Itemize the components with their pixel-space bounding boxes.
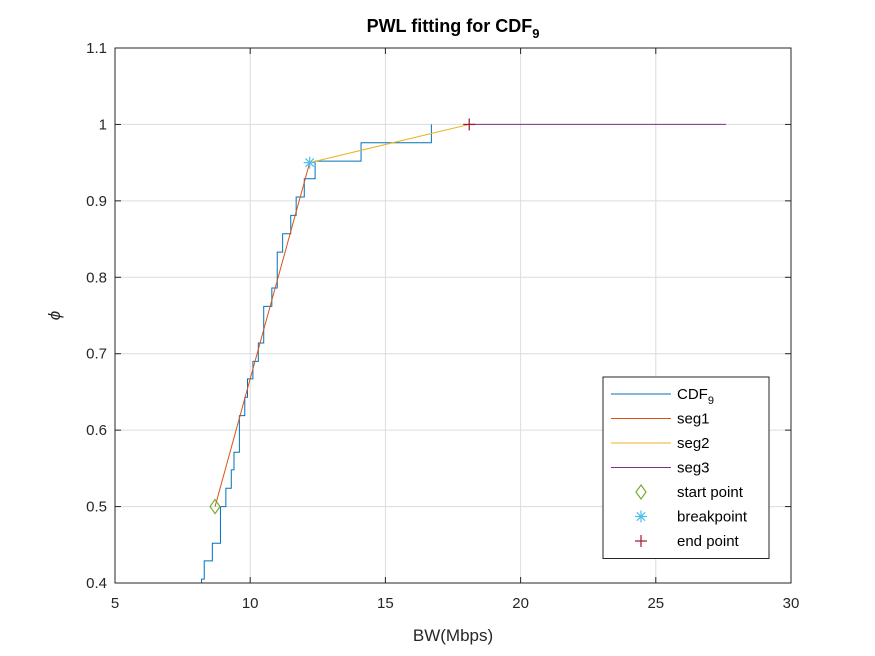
series-layer bbox=[201, 118, 727, 583]
series-seg1-line bbox=[214, 162, 311, 507]
y-tick-label: 1.1 bbox=[86, 40, 107, 57]
series-breakpoint-marker bbox=[303, 156, 316, 169]
series-end-point-marker bbox=[463, 118, 476, 131]
legend-marker-breakpoint bbox=[635, 510, 647, 523]
legend-marker-start-point bbox=[635, 483, 647, 501]
legend-label-text: seg1 bbox=[677, 411, 710, 428]
legend-label-seg3: seg3 bbox=[677, 460, 710, 477]
legend-marker-end-point bbox=[635, 535, 647, 547]
y-tick-label: 0.8 bbox=[86, 269, 107, 286]
legend-item-seg3: seg3 bbox=[611, 460, 710, 477]
series-seg2-line bbox=[309, 123, 470, 164]
y-axis-label: ϕ bbox=[45, 311, 64, 320]
series-cdf-line bbox=[201, 124, 432, 583]
legend-item-cdf: CDF9 bbox=[611, 386, 714, 407]
y-tick-label: 0.5 bbox=[86, 499, 107, 516]
legend-label-seg1: seg1 bbox=[677, 411, 710, 428]
chart-title: PWL fitting for CDF9 bbox=[367, 16, 540, 41]
axes-box bbox=[114, 47, 792, 584]
legend-label-seg2: seg2 bbox=[677, 435, 710, 452]
x-tick-label: 20 bbox=[512, 595, 529, 612]
legend-label-end-point: end point bbox=[677, 533, 740, 550]
x-tick-label: 15 bbox=[377, 595, 394, 612]
legend-label-text: end point bbox=[677, 533, 740, 550]
legend-item-breakpoint: breakpoint bbox=[635, 509, 748, 526]
legend-item-end-point: end point bbox=[635, 533, 740, 550]
y-tick-label: 0.6 bbox=[86, 422, 107, 439]
series-start-point-marker bbox=[209, 498, 221, 515]
x-tick-label: 25 bbox=[647, 595, 664, 612]
legend-item-seg2: seg2 bbox=[611, 435, 710, 452]
y-tick-label: 0.4 bbox=[86, 575, 107, 592]
y-tick-label: 0.9 bbox=[86, 193, 107, 210]
legend-item-start-point: start point bbox=[635, 483, 744, 501]
legend-label-text: seg2 bbox=[677, 435, 710, 452]
chart-title-subscript: 9 bbox=[532, 26, 539, 41]
x-tick-label: 5 bbox=[111, 595, 119, 612]
legend-item-seg1: seg1 bbox=[611, 411, 710, 428]
chart-title-text: PWL fitting for CDF bbox=[367, 16, 533, 36]
legend: CDF9 seg1 seg2 seg3 start point breakpoint end… bbox=[602, 376, 770, 559]
legend-label-breakpoint: breakpoint bbox=[677, 509, 748, 526]
x-tick-label: 30 bbox=[783, 595, 800, 612]
y-tick-label: 1 bbox=[99, 116, 107, 133]
y-tick-label: 0.7 bbox=[86, 346, 107, 363]
legend-label-text: breakpoint bbox=[677, 509, 748, 526]
x-axis-label: BW(Mbps) bbox=[413, 626, 493, 645]
legend-label-text: seg3 bbox=[677, 460, 710, 477]
legend-label-cdf: CDF9 bbox=[677, 386, 714, 407]
x-tick-label: 10 bbox=[242, 595, 259, 612]
legend-label-start-point: start point bbox=[677, 484, 744, 501]
axis-ticks: 5 10 15 20 25 30 0.4 0.5 0.6 0.7 0.8 0.9 1 1.1 bbox=[86, 40, 799, 612]
legend-label-subscript: 9 bbox=[708, 395, 714, 407]
legend-label-text: CDF bbox=[677, 386, 708, 403]
legend-label-text: start point bbox=[677, 484, 744, 501]
